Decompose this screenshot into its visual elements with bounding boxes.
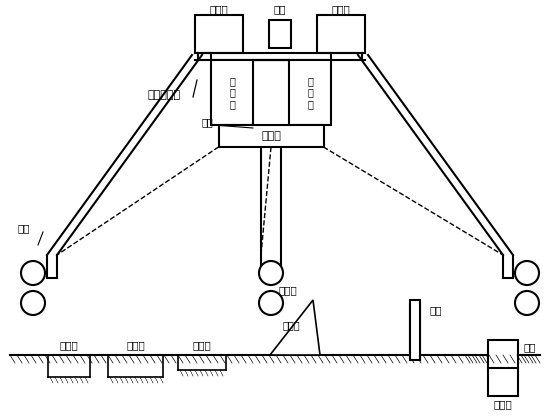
Text: 制浆池: 制浆池 — [59, 340, 78, 350]
Bar — [410, 300, 420, 360]
Bar — [289, 60, 331, 125]
Text: 水塔: 水塔 — [274, 4, 286, 14]
Text: 沉淀池: 沉淀池 — [126, 340, 145, 350]
Text: 泥浆池: 泥浆池 — [193, 340, 211, 350]
Text: 制浆池: 制浆池 — [209, 4, 228, 14]
Text: 钻孔: 钻孔 — [18, 223, 30, 233]
Polygon shape — [258, 300, 320, 355]
Circle shape — [515, 291, 539, 315]
Text: 阀门: 阀门 — [201, 117, 213, 127]
Circle shape — [259, 261, 283, 285]
Bar — [269, 20, 291, 48]
Bar — [195, 15, 243, 53]
Circle shape — [515, 261, 539, 285]
Text: 沉
淀
池: 沉 淀 池 — [307, 76, 313, 109]
Text: 进浆管: 进浆管 — [283, 320, 301, 330]
Text: 泥浆池: 泥浆池 — [261, 131, 281, 141]
Text: 出浆循环槽: 出浆循环槽 — [148, 90, 181, 100]
Bar — [218, 125, 324, 147]
Text: 出浆槽: 出浆槽 — [493, 399, 512, 409]
Circle shape — [21, 291, 45, 315]
Text: 泥浆泵: 泥浆泵 — [279, 285, 297, 295]
Text: 沉
淀
池: 沉 淀 池 — [229, 76, 235, 109]
Bar — [211, 60, 253, 125]
Circle shape — [21, 261, 45, 285]
Circle shape — [259, 291, 283, 315]
Text: 护筒: 护筒 — [523, 342, 535, 352]
Text: 钻杆: 钻杆 — [430, 305, 442, 315]
Bar — [317, 15, 365, 53]
Text: 制浆池: 制浆池 — [332, 4, 351, 14]
Bar — [488, 340, 518, 368]
